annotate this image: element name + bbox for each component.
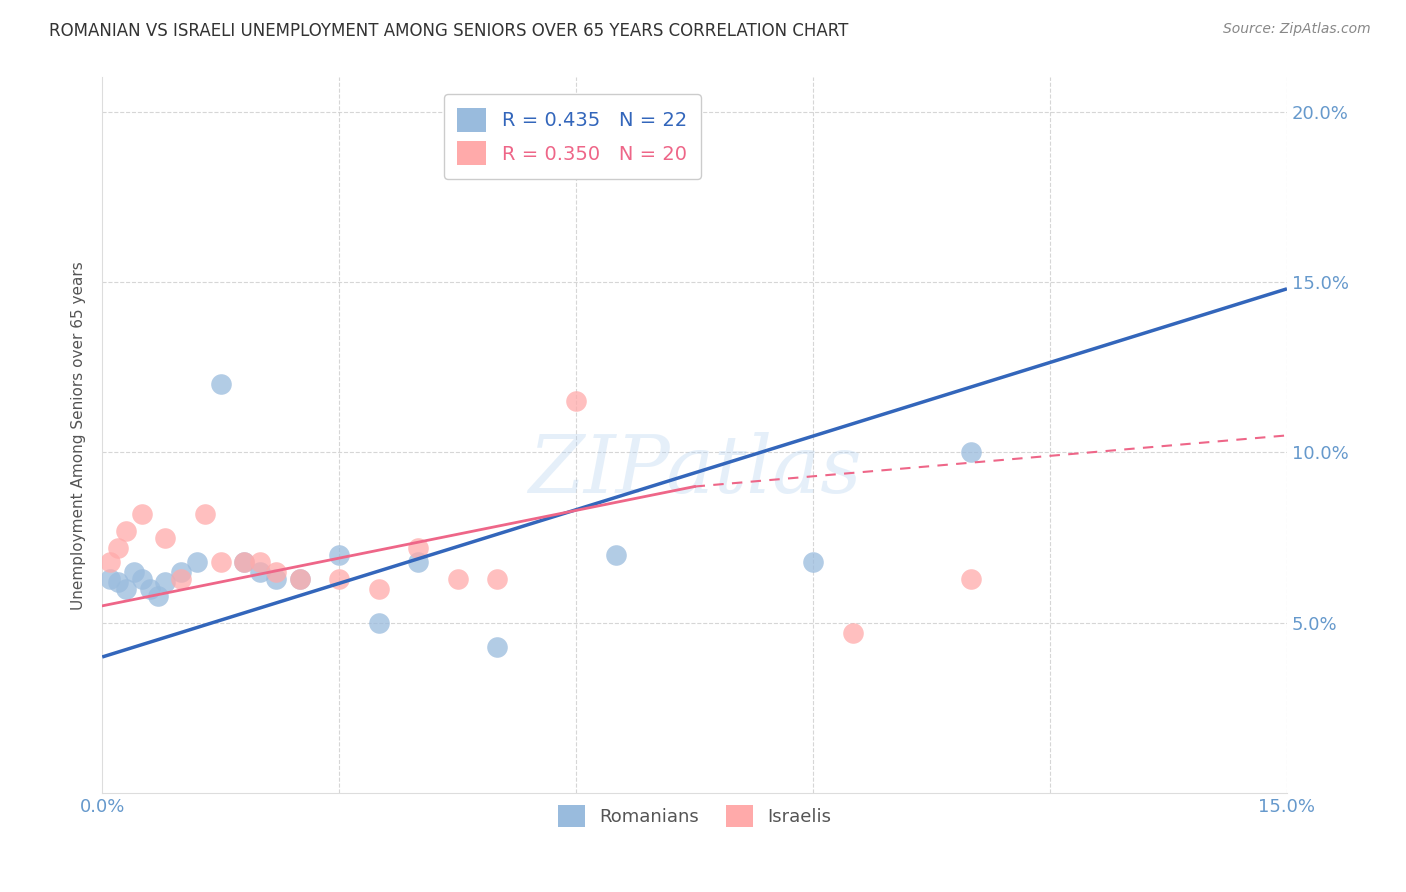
Point xyxy=(328,572,350,586)
Point xyxy=(115,524,138,538)
Point xyxy=(406,541,429,555)
Point xyxy=(486,572,509,586)
Point xyxy=(131,572,153,586)
Point xyxy=(367,615,389,630)
Point xyxy=(565,394,588,409)
Point xyxy=(107,574,129,589)
Point xyxy=(107,541,129,555)
Text: ZIPatlas: ZIPatlas xyxy=(527,433,862,510)
Text: ROMANIAN VS ISRAELI UNEMPLOYMENT AMONG SENIORS OVER 65 YEARS CORRELATION CHART: ROMANIAN VS ISRAELI UNEMPLOYMENT AMONG S… xyxy=(49,22,849,40)
Point xyxy=(960,572,983,586)
Point xyxy=(146,589,169,603)
Point xyxy=(249,555,271,569)
Point xyxy=(98,572,121,586)
Point xyxy=(264,565,287,579)
Point xyxy=(98,555,121,569)
Point xyxy=(131,507,153,521)
Point xyxy=(209,377,232,392)
Legend: Romanians, Israelis: Romanians, Israelis xyxy=(550,798,839,834)
Point xyxy=(446,572,468,586)
Point xyxy=(841,626,863,640)
Point xyxy=(155,531,177,545)
Point xyxy=(960,445,983,459)
Text: Source: ZipAtlas.com: Source: ZipAtlas.com xyxy=(1223,22,1371,37)
Point xyxy=(605,548,627,562)
Y-axis label: Unemployment Among Seniors over 65 years: Unemployment Among Seniors over 65 years xyxy=(72,261,86,610)
Point xyxy=(233,555,256,569)
Point xyxy=(138,582,160,596)
Point xyxy=(233,555,256,569)
Point xyxy=(367,582,389,596)
Point xyxy=(288,572,311,586)
Point xyxy=(288,572,311,586)
Point xyxy=(209,555,232,569)
Point xyxy=(115,582,138,596)
Point xyxy=(264,572,287,586)
Point xyxy=(486,640,509,654)
Point xyxy=(249,565,271,579)
Point xyxy=(170,572,193,586)
Point xyxy=(155,574,177,589)
Point xyxy=(328,548,350,562)
Point xyxy=(801,555,824,569)
Point xyxy=(170,565,193,579)
Point xyxy=(194,507,217,521)
Point xyxy=(186,555,208,569)
Point xyxy=(122,565,145,579)
Point xyxy=(406,555,429,569)
